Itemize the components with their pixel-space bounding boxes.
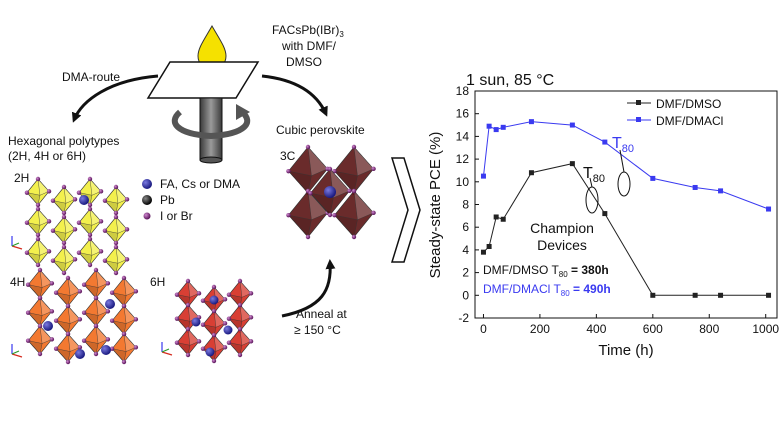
x-tick-label: 0 <box>480 322 487 336</box>
t80-result-dmacl: DMF/DMACl T80 = 490h <box>483 282 611 298</box>
y-tick-label: 6 <box>462 220 469 234</box>
solvent-label-line2: with DMF/ <box>281 39 337 53</box>
dmso-route-arrow <box>261 74 328 117</box>
chart-legend: DMF/DMSO DMF/DMACl <box>627 97 723 128</box>
t80-result-dmso: DMF/DMSO T80 = 380h <box>483 263 609 279</box>
y-tick-label: 10 <box>456 175 470 189</box>
data-point <box>500 124 506 130</box>
substrate-plate <box>146 61 260 99</box>
structure-3c <box>286 144 376 240</box>
data-point <box>692 292 698 298</box>
dma-route-arrow <box>71 74 159 123</box>
y-tick-label: 16 <box>456 107 470 121</box>
atom-legend: FA, Cs or DMA Pb I or Br <box>142 177 240 223</box>
legend-cation-label: FA, Cs or DMA <box>160 177 240 191</box>
hexagonal-title: Hexagonal polytypes <box>8 134 119 148</box>
data-point <box>528 170 534 176</box>
data-point <box>650 292 656 298</box>
data-point <box>569 161 575 167</box>
data-point <box>766 292 772 298</box>
hexagonal-subtitle: (2H, 4H or 6H) <box>8 149 86 163</box>
legend-series-dmacl: DMF/DMACl <box>656 114 723 128</box>
data-point <box>602 139 608 145</box>
data-point <box>718 292 724 298</box>
legend-series-dmso: DMF/DMSO <box>656 97 721 111</box>
t80-annotation-dmso: T80 <box>583 165 605 214</box>
legend-halide-label: I or Br <box>160 209 193 223</box>
y-tick-label: 0 <box>462 288 469 302</box>
spin-coater <box>146 24 260 164</box>
anneal-label-line2: ≥ 150 °C <box>294 323 341 337</box>
rotation-arrow-icon <box>171 109 251 140</box>
y-tick-label: 18 <box>456 84 470 98</box>
data-point <box>486 243 492 249</box>
x-tick-label: 400 <box>586 322 606 336</box>
svg-text:T80: T80 <box>583 165 605 185</box>
label-2h: 2H <box>14 171 29 185</box>
x-tick-label: 800 <box>699 322 719 336</box>
cation-icon <box>142 179 152 189</box>
label-3c: 3C <box>280 149 296 163</box>
label-6h: 6H <box>150 275 165 289</box>
lead-icon <box>142 195 152 205</box>
champion-label-line2: Devices <box>537 237 587 253</box>
dma-route-label: DMA-route <box>62 70 120 84</box>
x-axis-label: Time (h) <box>598 342 653 359</box>
x-tick-label: 600 <box>643 322 663 336</box>
svg-text:T80: T80 <box>612 135 634 155</box>
y-tick-label: 12 <box>456 152 470 166</box>
cubic-title: Cubic perovskite <box>276 123 365 137</box>
legend-lead-label: Pb <box>160 193 175 207</box>
label-4h: 4H <box>10 275 25 289</box>
chart-title: 1 sun, 85 °C <box>466 72 554 89</box>
champion-label-line1: Champion <box>530 220 594 236</box>
data-point <box>493 127 499 133</box>
x-tick-label: 200 <box>530 322 550 336</box>
x-tick-label: 1000 <box>752 322 779 336</box>
y-tick-label: 4 <box>462 243 469 257</box>
solvent-label-line3: DMSO <box>286 55 322 69</box>
y-tick-label: 2 <box>462 266 469 280</box>
y-tick-label: -2 <box>458 311 469 325</box>
chevron-arrow <box>390 157 421 263</box>
structure-2h <box>11 176 130 276</box>
data-point <box>480 173 486 179</box>
crystal-structures <box>11 144 376 365</box>
data-point <box>692 184 698 190</box>
data-point <box>718 188 724 194</box>
t80-annotation-dmacl: T80 <box>612 135 634 197</box>
data-point <box>480 249 486 255</box>
data-point <box>500 216 506 222</box>
structure-6h <box>161 278 254 364</box>
y-tick-label: 14 <box>456 129 470 143</box>
data-point <box>602 211 608 217</box>
data-point <box>528 119 534 125</box>
halide-icon <box>143 212 151 220</box>
precursor-label: FACsPb(IBr)3 <box>272 23 344 39</box>
pce-chart: 1 sun, 85 °C Steady-state PCE (%) Time (… <box>427 72 779 359</box>
data-point <box>493 214 499 220</box>
anneal-label-line1: Anneal at <box>296 307 347 321</box>
spin-chuck <box>199 97 223 161</box>
y-axis-label: Steady-state PCE (%) <box>427 132 444 279</box>
data-point <box>486 123 492 129</box>
data-point <box>569 122 575 128</box>
data-point <box>766 206 772 212</box>
y-tick-label: 8 <box>462 198 469 212</box>
anneal-arrow <box>281 259 336 318</box>
data-point <box>650 175 656 181</box>
structure-4h <box>11 267 139 365</box>
